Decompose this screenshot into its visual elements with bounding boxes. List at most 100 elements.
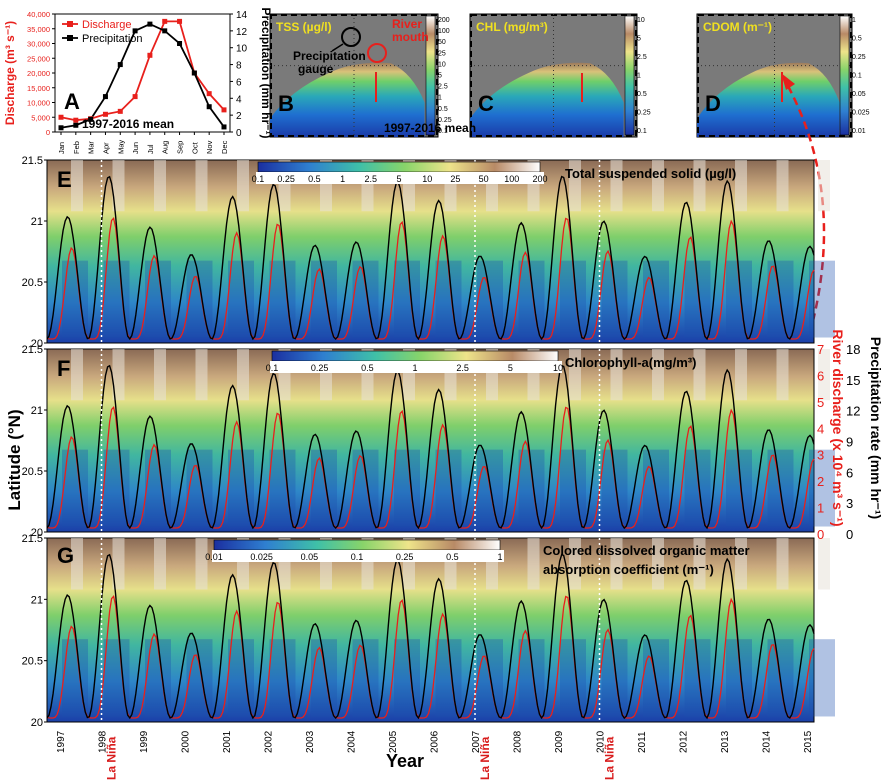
year-label: 1998 — [98, 730, 109, 753]
month-label: Mar — [87, 141, 96, 154]
seasonal-low-band — [228, 260, 254, 338]
right-tick-label: 6 — [236, 77, 242, 88]
seasonal-streak — [693, 349, 706, 401]
seasonal-streak — [652, 160, 664, 212]
lat-tick-label: 21 — [31, 405, 43, 417]
seasonal-low-band — [601, 260, 628, 338]
right-tick-label: 12 — [236, 27, 248, 38]
seasonal-streak — [735, 160, 747, 212]
seasonal-streak — [195, 538, 208, 590]
seasonal-low-band — [269, 639, 296, 717]
map-colorbar-label: 0.25 — [438, 117, 452, 124]
seasonal-low-band — [269, 260, 296, 338]
precip-axis-tick: 3 — [846, 496, 853, 511]
discharge-point — [102, 111, 108, 117]
colorbar-tick-label: 10 — [422, 174, 432, 184]
map-colorbar-label: 1 — [637, 73, 641, 80]
hovmoller-colorbar — [257, 161, 541, 173]
year-label: 2000 — [181, 730, 192, 753]
seasonal-low-band — [228, 639, 254, 717]
seasonal-streak — [569, 538, 581, 590]
right-tick-label: 8 — [236, 61, 242, 72]
precip-point — [132, 28, 138, 34]
colorbar-tick-label: 0.1 — [351, 552, 364, 562]
right-tick-label: 10 — [236, 44, 248, 55]
transect-link-arrow — [786, 85, 826, 341]
right-axis-discharge: 0 1 2 3 4 5 6 7 — [817, 342, 824, 542]
seasonal-streak — [610, 349, 623, 401]
year-label: 2005 — [388, 730, 399, 753]
discharge-point — [206, 91, 212, 97]
precip-gauge-arrow — [331, 43, 344, 52]
precip-point — [221, 124, 227, 130]
map-title: CHL (mg/m³) — [476, 20, 548, 34]
year-label: 1999 — [139, 730, 150, 753]
map-colorbar-label: 1 — [438, 95, 442, 102]
colorbar-tick-label: 0.5 — [308, 174, 321, 184]
panel-a-left-axis: 0 5,000 10,000 15,000 20,000 25,000 30,000 35,0… — [27, 10, 55, 137]
map-border — [697, 14, 852, 137]
discharge-axis-tick: 7 — [817, 342, 824, 357]
colorbar-tick-label: 0.1 — [266, 363, 279, 373]
seasonal-low-band — [311, 639, 337, 717]
seasonal-low-band — [394, 639, 420, 717]
map-colorbar-label: 5 — [438, 73, 442, 80]
month-label: Oct — [190, 141, 199, 154]
seasonal-streak — [71, 160, 83, 212]
map-colorbar-label: 2.5 — [438, 84, 448, 91]
seasonal-streak — [195, 160, 208, 212]
precip-point — [147, 21, 153, 27]
discharge-point — [147, 52, 153, 58]
legend-precip-marker — [67, 35, 73, 41]
lat-tick-label: 20 — [31, 527, 43, 539]
seasonal-streak — [818, 538, 830, 590]
discharge-axis-tick: 1 — [817, 501, 824, 516]
seasonal-low-band — [352, 639, 379, 717]
seasonal-low-band — [228, 449, 254, 527]
colorbar-tick-label: 1 — [340, 174, 345, 184]
seasonal-streak — [652, 538, 664, 590]
precip-point — [58, 125, 64, 131]
year-axis-label: Year — [386, 751, 424, 771]
latitude-axis-label: Latitude (°N) — [5, 409, 24, 510]
seasonal-streak — [154, 160, 166, 212]
precipitation-curve — [46, 364, 815, 530]
discharge-axis-tick: 0 — [817, 527, 824, 542]
discharge-point — [221, 107, 227, 113]
map-colorbar-label: 0.5 — [438, 106, 448, 113]
year-label: 2015 — [803, 730, 814, 753]
panel-g: 20 20.5 21 21.5 0.01 0.025 0.05 0.1 0.25 0.5 1 Colo… — [22, 533, 835, 729]
seasonal-streak — [693, 160, 706, 212]
month-label: Dec — [220, 140, 229, 154]
map-sea — [697, 62, 840, 137]
left-tick-label: 10,000 — [27, 99, 50, 108]
seasonal-low-band — [518, 639, 545, 717]
right-tick-label: 0 — [236, 128, 242, 139]
seasonal-low-band — [311, 260, 337, 338]
year-tick-labels: 1997 1998 1999 2000 2001 2002 2003 2004 2005 2006… — [56, 730, 814, 753]
month-label: May — [116, 140, 125, 154]
left-tick-label: 35,000 — [27, 25, 50, 34]
colorbar-tick-label: 10 — [553, 363, 563, 373]
seasonal-streak — [195, 349, 208, 401]
lat-tick-label: 20.5 — [22, 277, 43, 289]
year-label: 2007 — [471, 730, 482, 753]
precip-point — [73, 122, 79, 128]
legend-discharge-label: Discharge — [82, 19, 132, 31]
colorbar-tick-label: 0.1 — [252, 174, 265, 184]
precipitation-curve — [46, 175, 815, 341]
seasonal-streak — [154, 349, 166, 401]
seasonal-low-band — [518, 260, 545, 338]
left-tick-label: 15,000 — [27, 84, 50, 93]
seasonal-low-band — [601, 639, 628, 717]
right-tick-label: 2 — [236, 111, 242, 122]
seasonal-streak — [735, 538, 747, 590]
discharge-curve — [46, 216, 815, 340]
precip-point — [102, 94, 108, 100]
seasonal-low-band — [518, 449, 545, 527]
colorbar-tick-label: 25 — [450, 174, 460, 184]
lat-tick-label: 21.5 — [22, 533, 43, 545]
map-colorbar-label: 1 — [852, 17, 856, 24]
map-colorbar-label: 0.25 — [852, 54, 866, 61]
